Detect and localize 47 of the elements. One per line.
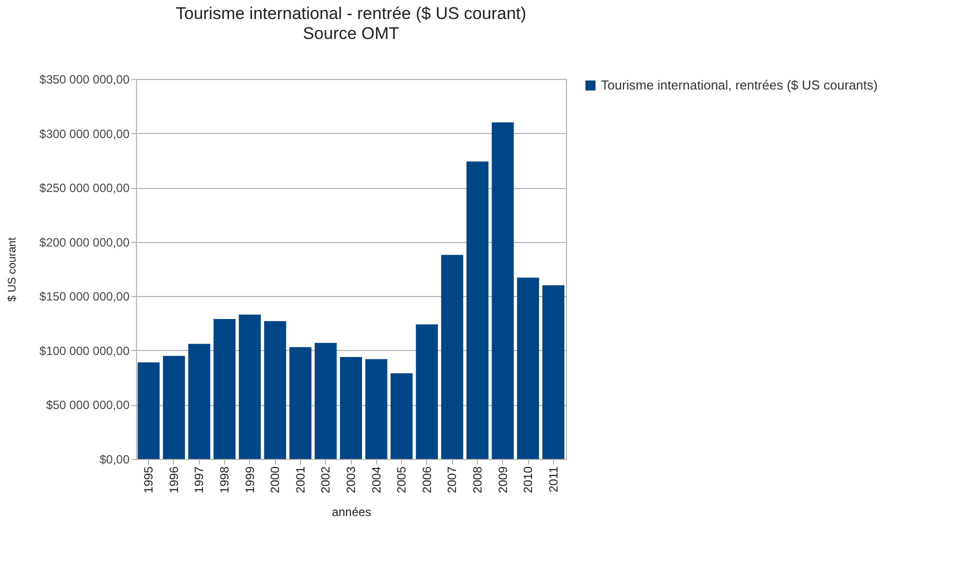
- bar: [441, 254, 464, 459]
- x-tick-label: 2002: [318, 466, 333, 494]
- y-tick-label: $300 000 000,00: [39, 126, 130, 141]
- x-tick-label: 2008: [470, 466, 484, 494]
- y-axis-title: $ US courant: [6, 237, 18, 302]
- bar: [289, 347, 312, 459]
- bar: [340, 356, 362, 459]
- x-tick-label: 1996: [166, 466, 181, 494]
- x-tick-label: 2003: [344, 466, 358, 494]
- bar: [542, 285, 564, 459]
- bar: [162, 356, 185, 459]
- x-tick-label: 1995: [142, 466, 156, 494]
- x-tick-label: 2011: [546, 466, 560, 492]
- x-tick-label: 2005: [394, 466, 409, 494]
- x-tick-label: 2009: [496, 466, 510, 494]
- chart-title: Tourisme international - rentrée ($ US courant): [176, 4, 526, 23]
- bar: [314, 342, 337, 459]
- x-tick-label: 1999: [242, 466, 257, 494]
- bar: [214, 318, 236, 459]
- bar: [138, 362, 160, 459]
- x-tick-label: 2001: [293, 466, 308, 494]
- x-tick-label: 2000: [268, 466, 282, 494]
- x-tick-label: 2007: [445, 466, 460, 494]
- x-tick-label: 2006: [420, 466, 434, 494]
- y-tick-label: $250 000 000,00: [39, 181, 130, 196]
- bar: [238, 314, 261, 459]
- bar: [517, 278, 540, 459]
- y-tick-label: $150 000 000,00: [39, 290, 130, 304]
- bar: [264, 321, 286, 459]
- y-tick-label: $350 000 000,00: [39, 72, 130, 86]
- bar: [390, 373, 413, 459]
- x-tick-label: 1997: [192, 466, 206, 494]
- x-tick-label: 1998: [218, 466, 232, 494]
- x-tick-label: 2010: [521, 466, 536, 494]
- bar: [416, 324, 438, 459]
- x-axis-title: années: [332, 505, 372, 520]
- y-tick-label: $50 000 000,00: [46, 398, 130, 412]
- bar: [365, 359, 388, 459]
- y-tick-label: $200 000 000,00: [39, 235, 130, 250]
- chart-subtitle: Source OMT: [302, 24, 400, 43]
- bar: [466, 162, 488, 459]
- bar: [492, 122, 514, 459]
- bar: [188, 344, 210, 459]
- x-tick-label: 2004: [369, 466, 384, 494]
- legend-label: Tourisme international, rentrées ($ US courants): [601, 78, 878, 92]
- y-tick-label: $0,00: [99, 452, 130, 466]
- y-tick-label: $100 000 000,00: [39, 344, 130, 358]
